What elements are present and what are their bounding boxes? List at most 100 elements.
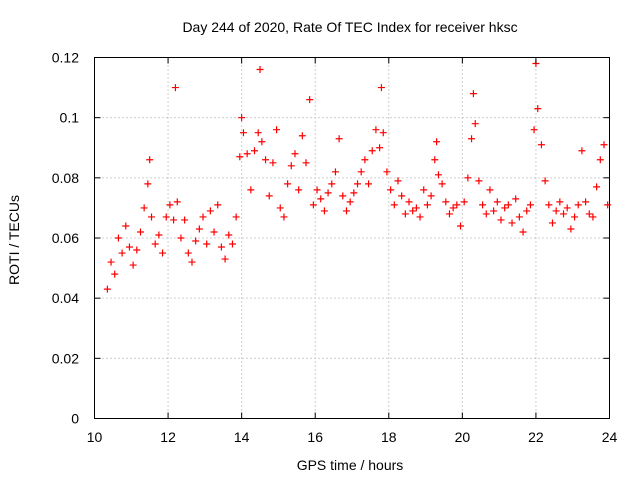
data-point: [504, 201, 512, 209]
chart-title: Day 244 of 2020, Rate Of TEC Index for r…: [182, 19, 517, 35]
data-point: [284, 180, 292, 188]
y-tick-label: 0.08: [52, 170, 79, 186]
data-point: [302, 159, 310, 167]
data-point: [368, 147, 376, 155]
data-points: [103, 60, 612, 293]
y-tick-label: 0.1: [60, 110, 80, 126]
data-point: [471, 120, 479, 128]
y-tick-label: 0.06: [52, 230, 79, 246]
data-point: [342, 207, 350, 215]
data-point: [582, 198, 590, 206]
data-point: [317, 195, 325, 203]
data-point: [181, 216, 189, 224]
data-point: [276, 204, 284, 212]
data-point: [508, 219, 516, 227]
data-point: [497, 216, 505, 224]
data-point: [563, 204, 571, 212]
data-point: [453, 201, 461, 209]
data-point: [151, 240, 159, 248]
data-point: [188, 258, 196, 266]
data-point: [136, 228, 144, 236]
data-point: [199, 213, 207, 221]
data-point: [361, 156, 369, 164]
data-point: [469, 90, 477, 98]
data-point: [390, 201, 398, 209]
data-point: [203, 240, 211, 248]
data-point: [287, 162, 295, 170]
axis-ticks: [94, 57, 610, 419]
data-point: [394, 177, 402, 185]
data-point: [159, 249, 167, 257]
data-point: [114, 234, 122, 242]
data-point: [589, 213, 597, 221]
data-point: [225, 231, 233, 239]
data-point: [379, 129, 387, 137]
data-point: [173, 198, 181, 206]
data-point: [431, 156, 439, 164]
x-axis-title: GPS time / hours: [297, 457, 404, 473]
data-point: [298, 132, 306, 140]
y-tick-label: 0.04: [52, 290, 79, 306]
data-point: [460, 198, 468, 206]
data-point: [133, 246, 141, 254]
data-point: [118, 249, 126, 257]
data-point: [486, 186, 494, 194]
data-point: [228, 240, 236, 248]
data-point: [468, 135, 476, 143]
data-point: [552, 207, 560, 215]
data-point: [320, 207, 328, 215]
data-point: [545, 201, 553, 209]
data-point: [146, 156, 154, 164]
data-point: [442, 198, 450, 206]
data-point: [309, 201, 317, 209]
plot-frame: [94, 57, 610, 419]
data-point: [501, 204, 509, 212]
data-point: [475, 177, 483, 185]
y-tick-label: 0.02: [52, 350, 79, 366]
data-point: [427, 192, 435, 200]
data-point: [372, 126, 380, 134]
data-point: [423, 201, 431, 209]
data-point: [526, 201, 534, 209]
data-point: [449, 204, 457, 212]
data-point: [210, 228, 218, 236]
data-point: [170, 216, 178, 224]
data-point: [519, 228, 527, 236]
data-point: [122, 222, 130, 230]
data-point: [556, 198, 564, 206]
data-point: [548, 219, 556, 227]
data-point: [357, 168, 365, 176]
data-point: [530, 126, 538, 134]
data-point: [232, 213, 240, 221]
data-point: [600, 141, 608, 149]
data-point: [523, 207, 531, 215]
data-point: [585, 210, 593, 218]
data-point: [217, 243, 225, 251]
grid-lines: [94, 57, 610, 419]
data-point: [107, 258, 115, 266]
data-point: [280, 213, 288, 221]
data-point: [306, 96, 314, 104]
data-point: [256, 66, 264, 74]
data-point: [416, 213, 424, 221]
data-point: [383, 168, 391, 176]
data-point: [350, 189, 358, 197]
data-point: [265, 192, 273, 200]
data-point: [339, 192, 347, 200]
data-point: [420, 186, 428, 194]
y-tick-label: 0.12: [52, 50, 79, 66]
data-point: [273, 126, 281, 134]
data-point: [409, 207, 417, 215]
data-point: [258, 138, 266, 146]
data-point: [324, 189, 332, 197]
data-point: [445, 210, 453, 218]
data-point: [596, 156, 604, 164]
data-point: [604, 201, 612, 209]
data-point: [328, 180, 336, 188]
data-point: [560, 210, 568, 218]
data-point: [387, 186, 395, 194]
data-point: [177, 234, 185, 242]
data-point: [578, 147, 586, 155]
data-point: [206, 207, 214, 215]
data-point: [166, 201, 174, 209]
